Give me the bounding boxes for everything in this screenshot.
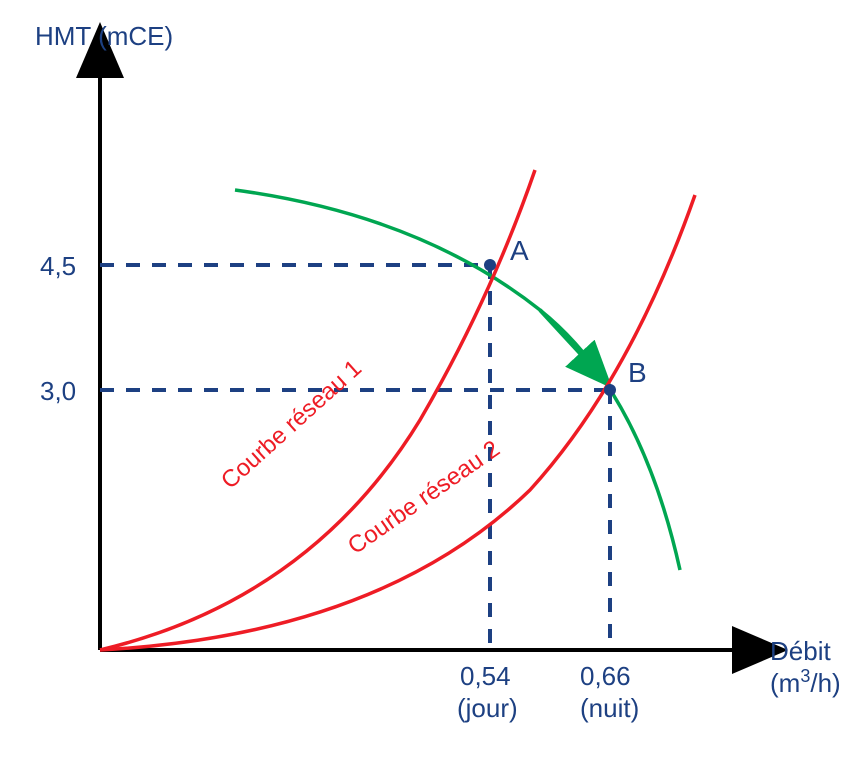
pump-curve [235,190,680,570]
point-a-label: A [510,235,529,266]
x-tick-066: 0,66 [580,661,631,691]
reseau1-label: Courbe réseau 1 [216,355,367,495]
y-axis-label: HMT (mCE) [35,21,173,51]
x-axis-label-line1: Débit [770,636,831,666]
point-b-label: B [628,357,647,388]
y-tick-30: 3,0 [40,376,76,406]
reseau2-label: Courbe réseau 2 [343,435,505,560]
x-tick-054: 0,54 [460,661,511,691]
guide-lines [100,265,610,650]
x-axis-label-line2: (m3/h) [770,666,841,698]
x-tick-066-sub: (nuit) [580,693,639,723]
pump-curve-arrow [540,310,588,362]
pump-curve-chart: HMT (mCE) Débit (m3/h) 4,5 3,0 0,54 (jou… [0,0,853,776]
x-tick-054-sub: (jour) [457,693,518,723]
y-tick-45: 4,5 [40,251,76,281]
point-b-marker [604,384,616,396]
point-a-marker [484,259,496,271]
